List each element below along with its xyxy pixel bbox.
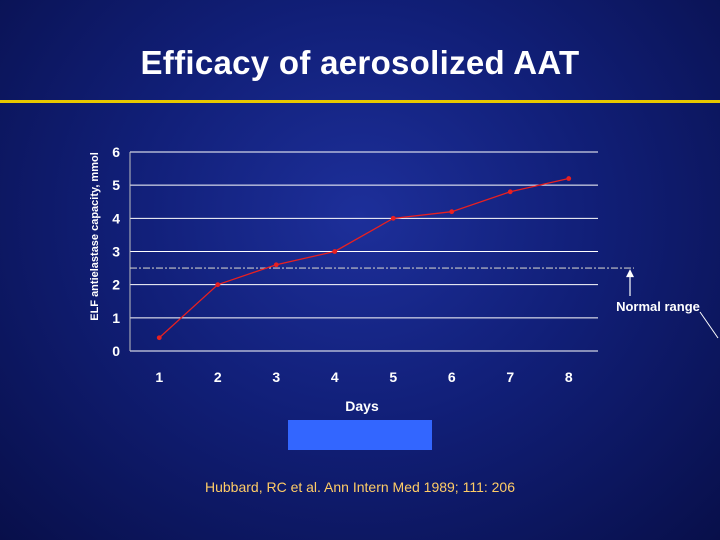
x-tick-1: 1 [155, 369, 163, 385]
citation: Hubbard, RC et al. Ann Intern Med 1989; … [204, 479, 516, 495]
data-point-day-2 [215, 282, 221, 288]
data-point-day-8 [566, 176, 572, 181]
x-axis-title: Days [345, 398, 379, 414]
normal-range-arrow-head [626, 269, 634, 278]
highlight-box [288, 420, 432, 450]
data-point-day-3 [273, 262, 279, 268]
data-point-day-5 [390, 215, 396, 221]
title-underline [0, 100, 720, 103]
normal-range-label: Normal range [616, 299, 700, 314]
y-tick-6: 6 [112, 144, 120, 160]
series-efficacy [156, 176, 572, 341]
normal-range-leader [699, 311, 719, 339]
y-tick-1: 1 [112, 310, 120, 326]
y-tick-2: 2 [112, 277, 120, 293]
data-point-day-4 [332, 249, 338, 254]
x-tick-3: 3 [272, 369, 280, 385]
y-tick-0: 0 [112, 343, 120, 359]
x-tick-2: 2 [214, 369, 222, 385]
x-tick-labels: 1 2 3 4 5 6 7 8 [155, 369, 573, 385]
data-point-day-7 [507, 189, 513, 195]
normal-range-reference [130, 267, 719, 339]
y-tick-labels: 0 1 2 3 4 5 6 [112, 144, 120, 359]
data-point-day-6 [449, 209, 455, 215]
x-tick-8: 8 [565, 369, 573, 385]
x-tick-6: 6 [448, 369, 456, 385]
y-tick-3: 3 [112, 244, 120, 260]
data-point-day-1 [156, 335, 162, 341]
x-tick-5: 5 [389, 369, 397, 385]
x-tick-7: 7 [506, 369, 514, 385]
y-axis-title: ELF antielastase capacity, mmol [89, 152, 101, 321]
y-tick-4: 4 [112, 210, 120, 226]
x-tick-4: 4 [331, 369, 339, 385]
gridlines [129, 151, 598, 352]
y-tick-5: 5 [112, 177, 120, 193]
series-line [158, 177, 569, 339]
slide-title: Efficacy of aerosolized AAT [140, 44, 580, 81]
